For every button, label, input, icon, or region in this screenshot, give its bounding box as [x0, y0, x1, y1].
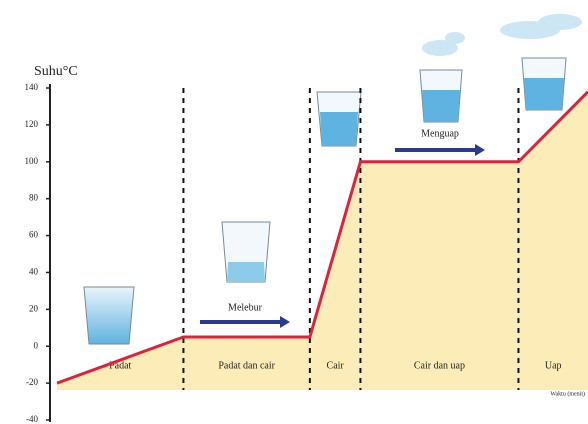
arrow-head [280, 316, 290, 328]
phase-label: Uap [545, 360, 562, 371]
y-tick-label: 140 [25, 82, 39, 92]
y-tick-label: 0 [34, 340, 39, 350]
x-axis-title: Waktu (menit) [550, 390, 585, 397]
y-tick-label: 20 [29, 303, 39, 313]
y-tick-label: -40 [26, 414, 38, 424]
phase-label: Cair [327, 360, 345, 371]
y-tick-label: 40 [29, 267, 39, 277]
annotation: Menguap [421, 128, 459, 139]
y-tick-label: 120 [25, 119, 39, 129]
y-tick-label: 100 [25, 156, 39, 166]
chart: 140120100806040200-20-40PadatPadat dan c… [0, 0, 588, 424]
y-tick-label: -20 [26, 377, 38, 387]
y-axis-title: Suhu°C [34, 64, 78, 79]
phase-label: Cair dan uap [414, 360, 465, 371]
vapor [422, 14, 582, 56]
y-tick-label: 80 [29, 193, 39, 203]
phase-label: Padat dan cair [218, 360, 275, 371]
arrow-head [475, 144, 485, 156]
y-tick-label: 60 [29, 230, 39, 240]
annotation: Melebur [228, 302, 263, 313]
